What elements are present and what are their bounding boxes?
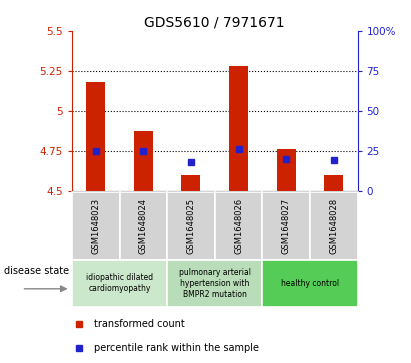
Title: GDS5610 / 7971671: GDS5610 / 7971671 bbox=[144, 16, 285, 30]
Bar bbox=[167, 192, 215, 260]
Bar bbox=[181, 175, 201, 191]
Bar bbox=[134, 131, 153, 191]
Text: transformed count: transformed count bbox=[94, 319, 185, 329]
Text: GSM1648028: GSM1648028 bbox=[329, 198, 338, 254]
Text: GSM1648024: GSM1648024 bbox=[139, 198, 148, 254]
Text: GSM1648023: GSM1648023 bbox=[91, 198, 100, 254]
Bar bbox=[167, 260, 262, 307]
Bar bbox=[310, 192, 358, 260]
Text: GSM1648025: GSM1648025 bbox=[187, 198, 196, 254]
Bar bbox=[262, 260, 358, 307]
Text: disease state: disease state bbox=[4, 266, 69, 276]
Bar bbox=[262, 192, 310, 260]
Bar bbox=[324, 175, 343, 191]
Bar bbox=[72, 260, 167, 307]
Text: healthy control: healthy control bbox=[281, 279, 339, 287]
Text: GSM1648027: GSM1648027 bbox=[282, 198, 291, 254]
Bar bbox=[120, 192, 167, 260]
Bar bbox=[86, 82, 105, 191]
Text: pulmonary arterial
hypertension with
BMPR2 mutation: pulmonary arterial hypertension with BMP… bbox=[179, 268, 251, 299]
Text: idiopathic dilated
cardiomyopathy: idiopathic dilated cardiomyopathy bbox=[86, 273, 153, 293]
Bar bbox=[72, 192, 120, 260]
Bar bbox=[229, 66, 248, 191]
Bar bbox=[215, 192, 262, 260]
Bar bbox=[277, 149, 296, 191]
Text: percentile rank within the sample: percentile rank within the sample bbox=[94, 343, 259, 352]
Text: GSM1648026: GSM1648026 bbox=[234, 198, 243, 254]
